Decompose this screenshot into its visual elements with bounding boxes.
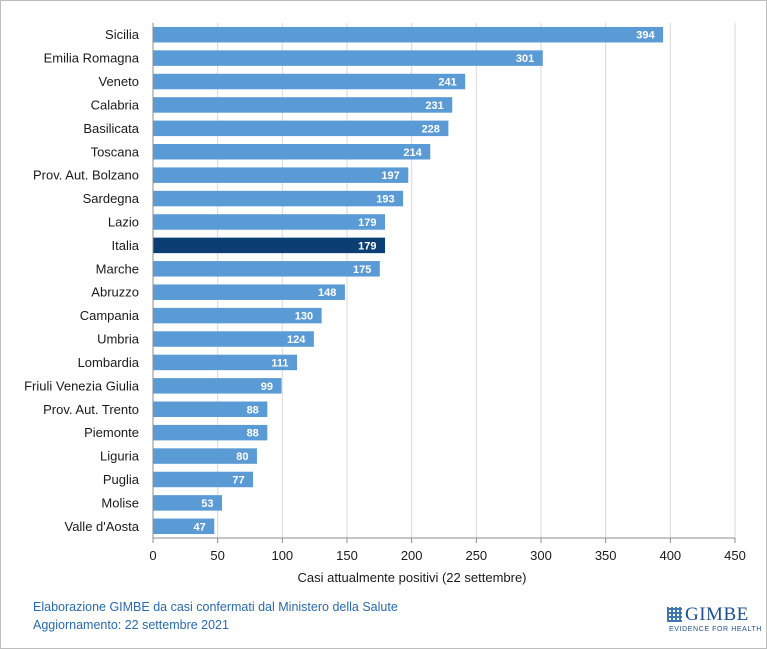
data-label: 197	[381, 170, 399, 182]
x-tick-label: 400	[659, 548, 681, 563]
category-label: Umbria	[97, 332, 140, 347]
bar	[153, 471, 254, 488]
bar	[153, 307, 322, 324]
bar	[153, 284, 345, 300]
category-label: Emilia Romagna	[44, 51, 140, 66]
category-label: Campania	[80, 308, 140, 323]
bar	[153, 401, 268, 417]
gimbe-logo: GIMBE EVIDENCE FOR HEALTH	[667, 604, 761, 640]
data-label: 241	[438, 77, 456, 89]
data-label: 231	[425, 100, 443, 112]
category-label: Lazio	[108, 214, 139, 229]
category-label: Italia	[112, 238, 140, 253]
category-label: Toscana	[91, 144, 140, 159]
category-label: Veneto	[99, 74, 140, 89]
footer-source: Elaborazione GIMBE da casi confermati da…	[33, 600, 398, 614]
category-label: Calabria	[91, 97, 140, 112]
data-label: 175	[353, 264, 371, 276]
data-label: 179	[358, 240, 376, 252]
logo-name: GIMBE	[685, 604, 749, 625]
bar	[153, 50, 543, 66]
data-label: 214	[403, 147, 422, 159]
data-label: 130	[295, 311, 313, 323]
bar	[153, 261, 380, 277]
x-tick-label: 450	[724, 548, 746, 563]
data-label: 124	[287, 334, 306, 346]
data-label: 228	[422, 123, 440, 135]
bar	[153, 97, 453, 113]
category-label: Abruzzo	[91, 285, 139, 300]
data-label: 88	[247, 404, 259, 416]
bar	[153, 495, 223, 511]
data-label: 111	[271, 357, 288, 369]
category-label: Friuli Venezia Giulia	[24, 378, 140, 393]
x-tick-label: 250	[465, 548, 487, 563]
category-label: Valle d'Aosta	[64, 519, 139, 534]
bar-chart: 0 50 100 150 200 250 300 350 400 450 394 Sicilia 301…	[24, 23, 746, 585]
bar	[153, 190, 404, 207]
bar	[153, 120, 449, 137]
logo-tagline: EVIDENCE FOR HEALTH	[669, 626, 762, 633]
x-axis-title: Casi attualmente positivi (22 settembre)	[297, 570, 526, 585]
x-tick-label: 300	[530, 548, 552, 563]
data-label: 148	[318, 287, 336, 299]
bar	[153, 214, 386, 230]
category-label: Prov. Aut. Trento	[43, 402, 139, 417]
category-label: Piemonte	[84, 425, 139, 440]
category-label: Sardegna	[83, 191, 140, 206]
category-label: Liguria	[100, 449, 140, 464]
data-label: 99	[261, 381, 273, 393]
bar	[153, 144, 431, 160]
data-label: 80	[236, 451, 248, 463]
data-label: 53	[201, 498, 213, 510]
x-tick-label: 50	[210, 548, 224, 563]
bar	[153, 424, 268, 441]
x-tick-label: 150	[336, 548, 358, 563]
bar	[153, 331, 314, 347]
data-label: 179	[358, 217, 376, 229]
data-label: 47	[194, 521, 206, 533]
x-tick-label: 100	[271, 548, 293, 563]
bar	[153, 237, 386, 254]
x-tick-label: 350	[595, 548, 617, 563]
category-label: Prov. Aut. Bolzano	[33, 168, 139, 183]
data-label: 394	[636, 30, 655, 42]
bar	[153, 448, 257, 464]
category-label: Marche	[96, 261, 139, 276]
category-label: Sicilia	[105, 27, 140, 42]
bar	[153, 167, 409, 183]
x-tick-label: 200	[401, 548, 423, 563]
logo-grid-icon	[667, 607, 682, 622]
bar	[153, 73, 466, 90]
data-label: 301	[516, 53, 534, 65]
bar	[153, 378, 282, 394]
bar	[153, 26, 664, 43]
x-tick-label: 0	[149, 548, 156, 563]
category-label: Puglia	[103, 472, 140, 487]
data-label: 193	[376, 194, 394, 206]
data-label: 88	[247, 428, 259, 440]
category-label: Lombardia	[78, 355, 140, 370]
category-label: Molise	[101, 495, 139, 510]
bar	[153, 518, 215, 535]
category-label: Basilicata	[83, 121, 139, 136]
bar	[153, 354, 298, 371]
data-label: 77	[232, 474, 244, 486]
footer-update: Aggiornamento: 22 settembre 2021	[33, 618, 229, 632]
